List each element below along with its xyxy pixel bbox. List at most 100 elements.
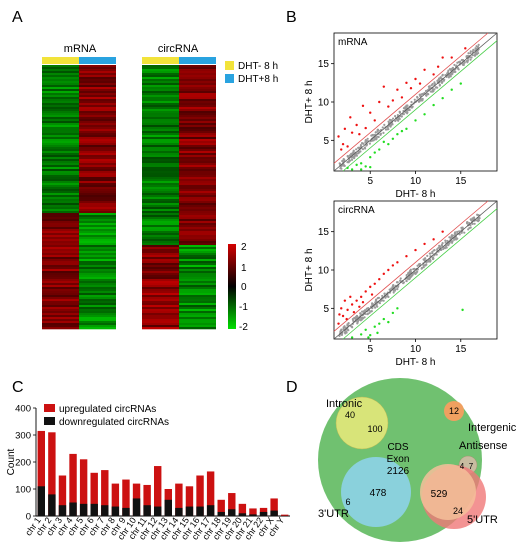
heatmap-cell xyxy=(142,301,179,304)
heatmap-cell xyxy=(42,203,79,206)
scatter-point-unchanged xyxy=(391,122,394,125)
heatmap-cell xyxy=(142,249,179,252)
scatter-point-up xyxy=(358,305,361,308)
scatter-point-unchanged xyxy=(381,294,384,298)
heatmap-cell xyxy=(42,65,79,68)
scatter-point-unchanged xyxy=(463,231,466,234)
heatmap-cell xyxy=(42,81,79,84)
heatmap-cell xyxy=(179,327,216,330)
heatmap-cell xyxy=(142,325,179,328)
scatter-point-unchanged xyxy=(444,239,447,242)
heatmap-cell xyxy=(79,307,116,310)
heatmap-cell xyxy=(79,289,116,292)
scatter-point-unchanged xyxy=(365,307,368,311)
bar-up-chr16 xyxy=(196,475,204,516)
heatmap-cell xyxy=(179,123,216,126)
heatmap-cell xyxy=(142,297,179,300)
heatmap-cell xyxy=(79,209,116,212)
scatter-point-down xyxy=(359,333,363,336)
heatmap-cell xyxy=(79,305,116,308)
heatmap-cell xyxy=(142,65,179,68)
legend-label-dht-plus: DHT+8 h xyxy=(238,74,278,85)
scatter-point-unchanged xyxy=(467,52,470,55)
x-axis-label: DHT- 8 h xyxy=(395,357,435,368)
heatmap-cell xyxy=(79,275,116,278)
scatter-point-unchanged xyxy=(396,118,400,122)
heatmap-cell xyxy=(142,305,179,308)
heatmap-cell xyxy=(179,109,216,112)
scatter-point-down xyxy=(369,156,372,159)
bar-down-chr15 xyxy=(185,506,194,516)
scatter-point-down xyxy=(359,168,363,171)
heatmap-cell xyxy=(179,297,216,300)
colorscale-tick-0: 0 xyxy=(241,282,247,293)
heatmap-cell xyxy=(142,181,179,184)
heatmap-cell xyxy=(79,227,116,230)
heatmap-cell xyxy=(142,117,179,120)
heatmap-cell xyxy=(179,161,216,164)
scatter-point-up xyxy=(358,133,361,136)
scatter-point-unchanged xyxy=(355,148,358,151)
heatmap-cell xyxy=(42,89,79,92)
scatter-point-unchanged xyxy=(389,124,393,127)
heatmap-cell xyxy=(142,159,179,162)
heatmap-cell xyxy=(42,251,79,254)
legend-label: upregulated circRNAs xyxy=(59,404,156,415)
venn-intronic xyxy=(335,396,389,450)
heatmap-cell xyxy=(42,217,79,220)
heatmap-cell xyxy=(179,231,216,234)
scatter-point-down xyxy=(396,133,399,136)
heatmap-cell xyxy=(142,271,179,274)
venn-value-cds-exon: 2126 xyxy=(387,466,410,477)
heatmap-cell xyxy=(142,289,179,292)
heatmap-cell xyxy=(42,237,79,240)
scatter-point-up xyxy=(370,293,374,296)
bar-down-chr19 xyxy=(228,509,236,516)
heatmap-cell xyxy=(79,279,116,282)
heatmap-cell xyxy=(79,183,116,186)
heatmap-cell xyxy=(142,101,179,104)
colorscale-bar xyxy=(228,244,236,329)
heatmap-cell xyxy=(179,239,216,242)
scatter-point-down xyxy=(350,336,354,339)
heatmap-cell xyxy=(179,177,216,180)
scatter-point-up xyxy=(340,307,343,310)
heatmap-cell xyxy=(179,159,216,162)
heatmap-cell xyxy=(42,85,79,88)
heatmap-cell xyxy=(142,211,179,214)
heatmap-cell xyxy=(179,273,216,276)
bar-down-chr14 xyxy=(175,507,183,516)
heatmap-cell xyxy=(42,213,79,216)
scatter-point-up xyxy=(343,127,347,131)
heatmap-cell xyxy=(79,249,116,252)
heatmap-cell xyxy=(42,199,79,202)
scatter-point-unchanged xyxy=(346,328,349,331)
heatmap-cell xyxy=(179,65,216,68)
heatmap-cell xyxy=(179,121,216,124)
scatter-point-unchanged xyxy=(440,248,443,251)
panel-letter-b: B xyxy=(286,9,297,26)
heatmap-cell xyxy=(79,147,116,150)
heatmap-cell xyxy=(42,257,79,260)
heatmap-cell xyxy=(179,151,216,154)
heatmap-cell xyxy=(42,293,79,296)
bar-up-chr14 xyxy=(175,483,183,516)
heatmap-cell xyxy=(142,129,179,132)
heatmap-cell xyxy=(142,73,179,76)
heatmap-cell xyxy=(179,145,216,148)
scatter-point-up xyxy=(355,299,358,302)
heatmap-cell xyxy=(142,273,179,276)
scatter-point-unchanged xyxy=(430,84,433,87)
scatter-point-up xyxy=(414,248,417,252)
x-tick-label: 15 xyxy=(455,176,467,187)
scatter-point-up xyxy=(409,87,413,90)
heatmap-cell xyxy=(142,287,179,290)
heatmap-cell xyxy=(142,285,179,288)
heatmap-circrna xyxy=(142,65,216,330)
heatmap-cell xyxy=(79,257,116,260)
scatter-point-unchanged xyxy=(354,315,358,318)
heatmap-cell xyxy=(42,97,79,100)
venn-value-antisense-only: 4 xyxy=(460,462,465,471)
scatter-point-down xyxy=(355,163,358,167)
scatter-point-unchanged xyxy=(425,263,428,266)
